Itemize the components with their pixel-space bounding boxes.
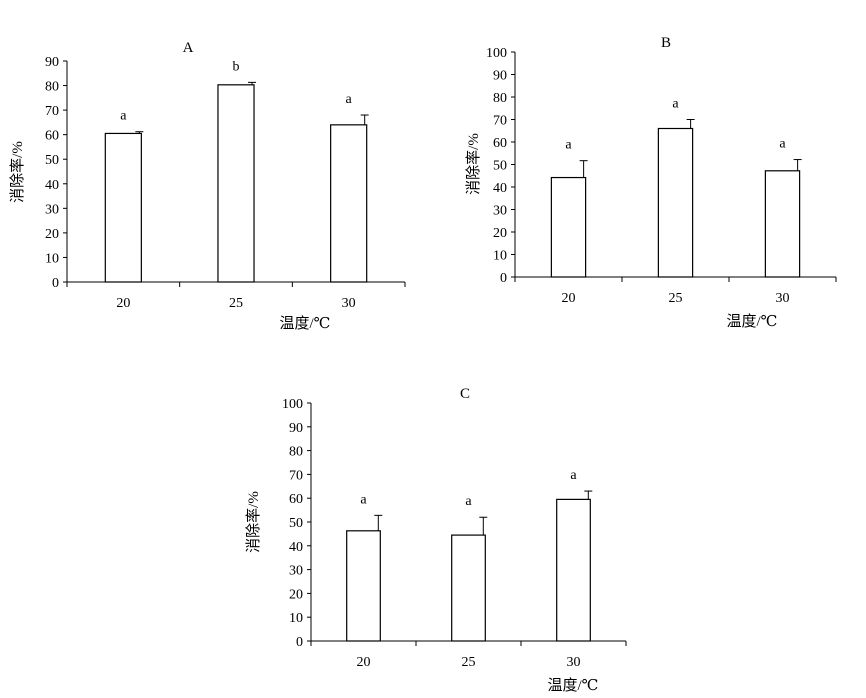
chart-a-y-tick-label: 70 [45,104,59,119]
chart-a-y-tick-label: 60 [45,129,59,144]
chart-c-y-tick-label: 0 [296,635,303,650]
chart-b-y-tick-label: 10 [493,249,507,264]
chart-b-significance-label: a [779,137,786,152]
chart-b-y-tick-label: 0 [500,271,507,286]
chart-a-y-tick-label: 20 [45,227,59,242]
chart-b-x-tick-label: 20 [562,291,576,306]
chart-b-x-axis-label: 温度/℃ [727,313,778,330]
chart-c-significance-label: a [360,492,367,507]
chart-b-y-tick-label: 80 [493,91,507,106]
chart-b-x-tick-label: 25 [669,291,683,306]
chart-c-y-tick-label: 70 [289,468,303,483]
chart-c-y-tick-label: 20 [289,587,303,602]
chart-a-x-tick-label: 20 [116,296,130,311]
chart-c-y-tick-label: 50 [289,516,303,531]
chart-b-y-tick-label: 60 [493,136,507,151]
chart-b-y-tick-label: 100 [486,46,507,61]
chart-c-title: C [460,386,470,402]
chart-b-bar [764,170,801,278]
chart-b-significance-label: a [672,97,679,112]
chart-c-y-tick-label: 60 [289,492,303,507]
chart-c-bar [556,498,591,642]
chart-c-y-tick-label: 80 [289,445,303,460]
chart-b-y-tick-label: 90 [493,69,507,84]
chart-a-x-tick-label: 30 [342,296,356,311]
chart-a-significance-label: b [233,59,240,74]
chart-b-y-tick-label: 40 [493,181,507,196]
chart-a-y-tick-label: 0 [52,276,59,291]
chart-a-y-tick-label: 50 [45,153,59,168]
chart-c-significance-label: a [570,468,577,483]
chart-c-y-tick-label: 30 [289,564,303,579]
chart-c-significance-label: a [465,494,472,509]
chart-c-x-tick-label: 25 [462,655,476,670]
chart-a-x-axis-label: 温度/℃ [280,315,331,332]
chart-c-y-tick-label: 10 [289,611,303,626]
chart-b-y-tick-label: 70 [493,114,507,129]
chart-b-bar [657,127,694,278]
chart-c-x-axis-label: 温度/℃ [548,677,599,694]
chart-a-bar [330,124,368,283]
chart-b-y-axis-label: 消除率/% [465,133,482,195]
chart-a-y-tick-label: 10 [45,251,59,266]
chart-c-bar [451,534,486,642]
chart-a-y-axis-label: 消除率/% [9,141,26,203]
chart-b-significance-label: a [565,138,572,153]
chart-a-x-tick-label: 25 [229,296,243,311]
chart-c-y-tick-label: 90 [289,421,303,436]
chart-b-y-tick-label: 20 [493,226,507,241]
chart-a-bar [104,132,142,283]
chart-b-y-tick-label: 50 [493,159,507,174]
chart-b-bar [550,176,587,278]
chart-a-significance-label: a [346,92,353,107]
chart-a-y-tick-label: 90 [45,55,59,70]
chart-a-y-tick-label: 40 [45,178,59,193]
chart-a-y-tick-label: 30 [45,202,59,217]
chart-b-y-tick-label: 30 [493,204,507,219]
chart-c-x-tick-label: 30 [567,655,581,670]
chart-a-bar [217,84,255,283]
chart-b-title: B [661,35,671,51]
chart-c-y-axis-label: 消除率/% [245,491,262,553]
chart-c-bar [346,530,381,642]
chart-c-y-tick-label: 100 [282,397,303,412]
chart-b-x-tick-label: 30 [776,291,790,306]
chart-c-x-tick-label: 20 [357,655,371,670]
chart-c-y-tick-label: 40 [289,540,303,555]
chart-a-y-tick-label: 80 [45,80,59,95]
chart-a-title: A [183,40,194,56]
chart-a-significance-label: a [120,109,127,124]
